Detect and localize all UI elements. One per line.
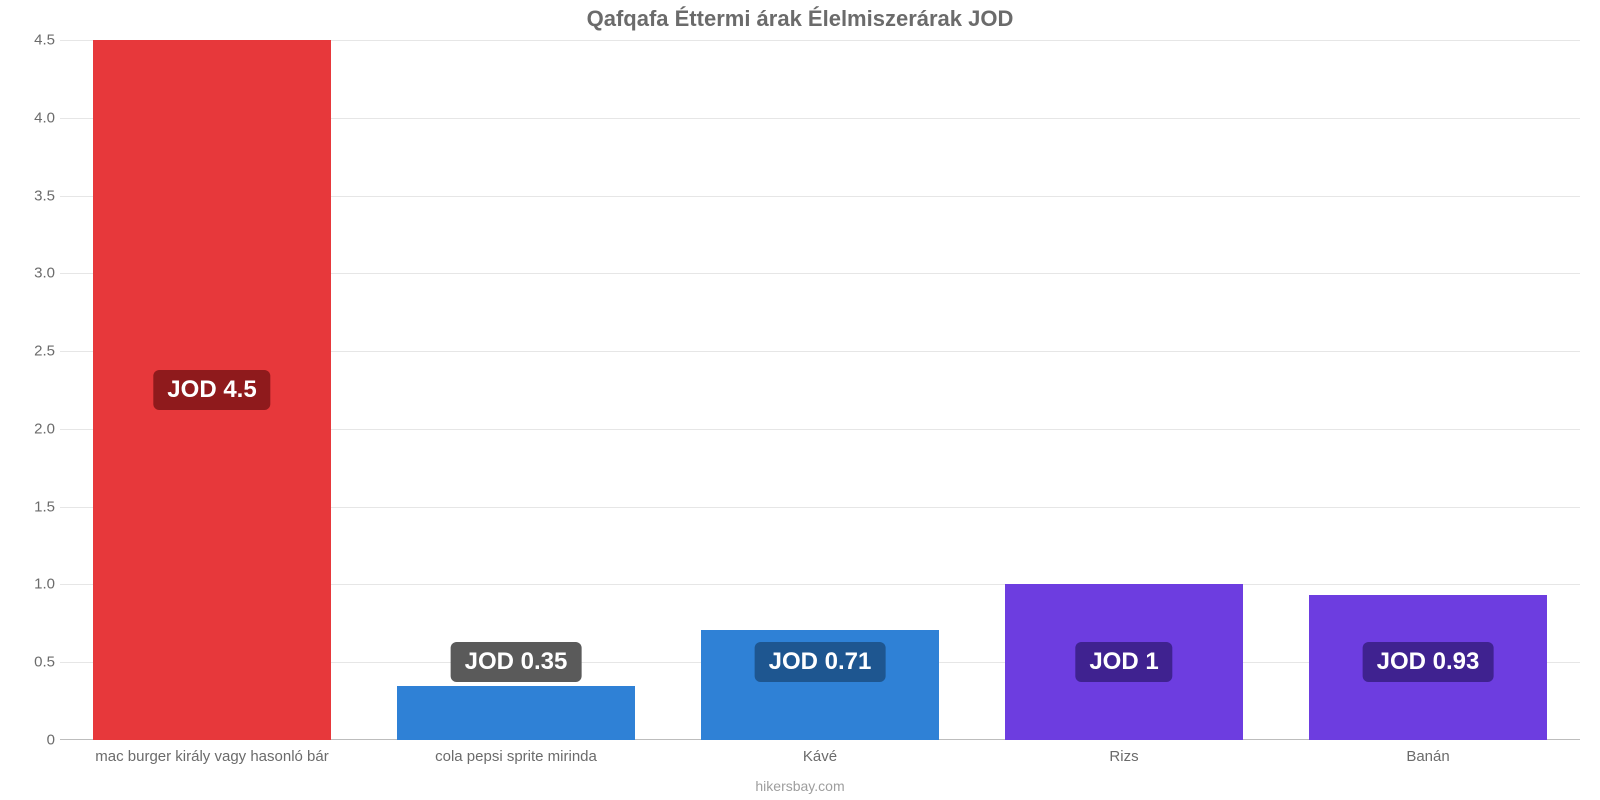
y-tick-label: 4.5 xyxy=(10,32,55,49)
y-tick-label: 0.5 xyxy=(10,654,55,671)
value-badge: JOD 0.71 xyxy=(755,642,886,682)
y-tick-label: 2.0 xyxy=(10,420,55,437)
x-tick-label: cola pepsi sprite mirinda xyxy=(435,748,597,765)
y-tick-label: 2.5 xyxy=(10,343,55,360)
x-tick-label: Rizs xyxy=(1109,748,1138,765)
y-tick-label: 3.5 xyxy=(10,187,55,204)
value-badge: JOD 0.93 xyxy=(1363,642,1494,682)
y-tick-label: 1.5 xyxy=(10,498,55,515)
value-badge: JOD 0.35 xyxy=(451,642,582,682)
value-badge: JOD 1 xyxy=(1075,642,1172,682)
chart-title: Qafqafa Éttermi árak Élelmiszerárak JOD xyxy=(0,6,1600,32)
plot-area: 00.51.01.52.02.53.03.54.04.5mac burger k… xyxy=(60,40,1580,740)
y-tick-label: 3.0 xyxy=(10,265,55,282)
value-badge: JOD 4.5 xyxy=(153,370,270,410)
chart-container: Qafqafa Éttermi árak Élelmiszerárak JOD … xyxy=(0,0,1600,800)
x-tick-label: mac burger király vagy hasonló bár xyxy=(95,748,328,765)
y-tick-label: 0 xyxy=(10,732,55,749)
x-tick-label: Banán xyxy=(1406,748,1449,765)
x-tick-label: Kávé xyxy=(803,748,837,765)
y-tick-label: 1.0 xyxy=(10,576,55,593)
y-tick-label: 4.0 xyxy=(10,109,55,126)
bar xyxy=(397,686,634,740)
chart-footer: hikersbay.com xyxy=(0,778,1600,794)
